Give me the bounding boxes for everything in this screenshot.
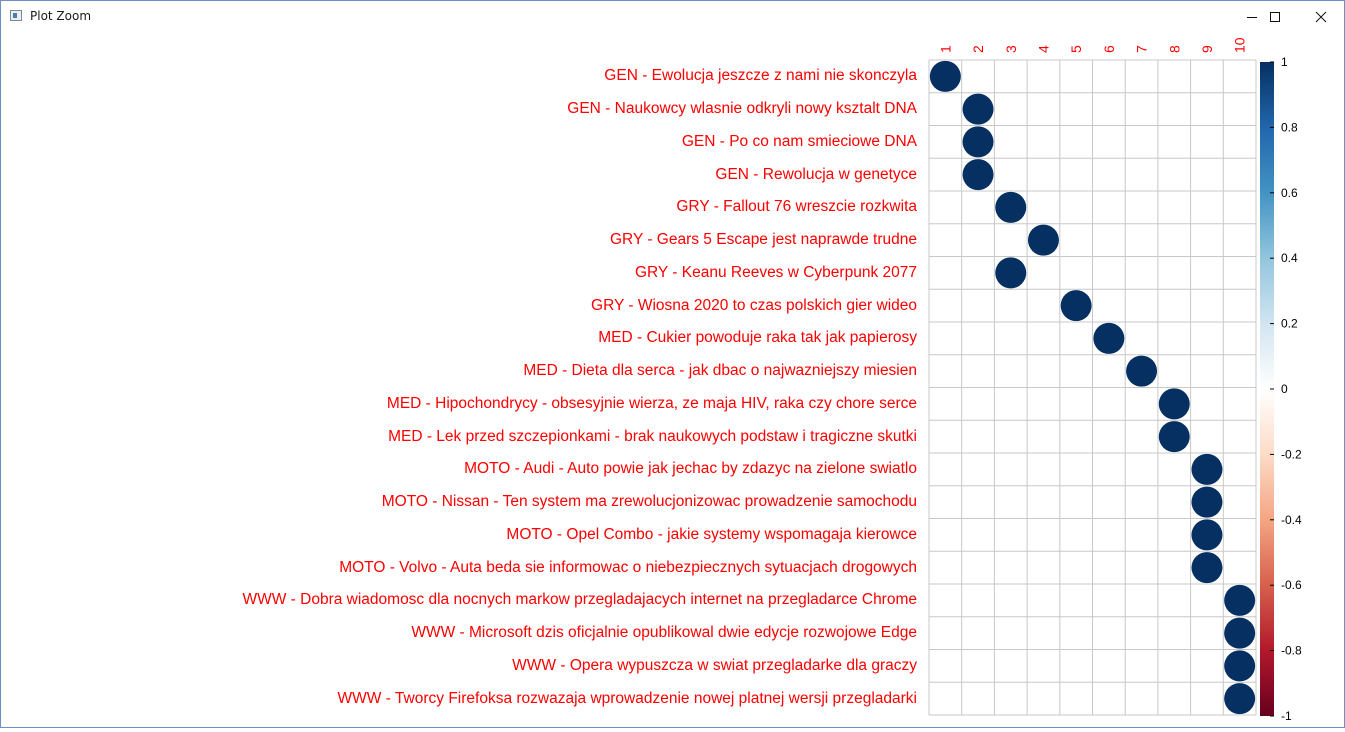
column-label: 4	[1035, 45, 1051, 53]
close-button[interactable]	[1298, 1, 1344, 32]
row-label: MED - Lek przed szczepionkami - brak nau…	[388, 427, 917, 445]
correlation-point	[962, 159, 994, 191]
correlation-point	[1224, 650, 1256, 682]
colorbar-tick-label: -0.4	[1281, 513, 1302, 527]
row-label: GEN - Rewolucja w genetyce	[715, 165, 917, 183]
row-label: WWW - Opera wypuszcza w swiat przegladar…	[512, 656, 917, 674]
correlation-point	[962, 126, 994, 158]
correlation-point	[1158, 421, 1190, 453]
column-label: 5	[1068, 45, 1084, 53]
correlation-point	[1191, 486, 1223, 518]
colorbar: 1 0.8 0.6 0.4 0.2 0 -0.2 -0.4 -0.6 -0.8 -1	[1260, 55, 1302, 723]
correlation-point	[1126, 355, 1158, 387]
correlation-chart: 1 2 3 4 5 6 7 8 9 10 1 0.8 0.6 0.4 0.2 0 -0.2 -0.4 -0.6 -0…	[928, 37, 1302, 723]
row-label: GEN - Ewolucja jeszcze z nami nie skoncz…	[604, 67, 917, 85]
correlation-point	[1093, 322, 1125, 354]
column-label: 1	[937, 45, 953, 53]
row-label: GRY - Fallout 76 wreszcie rozkwita	[676, 198, 917, 216]
correlation-point	[1224, 584, 1256, 616]
points	[929, 60, 1256, 715]
column-label: 10	[1232, 37, 1248, 53]
colorbar-tick-label: -0.2	[1281, 447, 1302, 461]
row-label: MED - Dieta dla serca - jak dbac o najwa…	[523, 362, 917, 380]
correlation-point	[1191, 453, 1223, 485]
row-label: MOTO - Volvo - Auta beda sie informowac …	[339, 558, 917, 576]
maximize-icon	[1270, 11, 1280, 22]
correlation-point	[962, 93, 994, 125]
row-label: GRY - Keanu Reeves w Cyberpunk 2077	[634, 263, 917, 281]
column-label: 9	[1199, 45, 1215, 53]
column-label: 3	[1003, 45, 1019, 53]
correlation-point	[1191, 552, 1223, 584]
colorbar-tick-label: 0	[1281, 382, 1288, 396]
column-labels: 1 2 3 4 5 6 7 8 9 10	[937, 37, 1247, 53]
close-icon	[1315, 11, 1327, 22]
maximize-button[interactable]	[1252, 1, 1298, 32]
app-icon	[10, 10, 22, 21]
row-label: GRY - Wiosna 2020 to czas polskich gier …	[591, 296, 917, 314]
row-label: WWW - Microsoft dzis oficjalnie opubliko…	[411, 624, 917, 642]
correlation-point	[995, 191, 1027, 223]
row-label: GEN - Naukowcy wlasnie odkryli nowy kszt…	[567, 100, 917, 118]
minimize-icon	[1247, 16, 1257, 18]
correlation-point	[1060, 290, 1092, 322]
column-label: 8	[1166, 45, 1182, 53]
colorbar-tick-label: 0.6	[1281, 186, 1298, 200]
row-label: MOTO - Opel Combo - jakie systemy wspoma…	[506, 525, 917, 543]
title-bar[interactable]: Plot Zoom	[1, 1, 1344, 32]
window-title: Plot Zoom	[30, 9, 92, 23]
colorbar-gradient	[1260, 62, 1274, 716]
row-label: MOTO - Audi - Auto powie jak jechac by z…	[464, 460, 917, 478]
correlation-plot: GEN - Ewolucja jeszcze z nami nie skoncz…	[1, 32, 1344, 732]
row-label: GRY - Gears 5 Escape jest naprawde trudn…	[609, 231, 917, 249]
minimize-button[interactable]	[1229, 1, 1275, 32]
column-label: 7	[1134, 45, 1150, 53]
colorbar-tick-label: 0.2	[1281, 317, 1298, 331]
row-label: MED - Cukier powoduje raka tak jak papie…	[598, 329, 917, 347]
colorbar-tick-label: 1	[1281, 55, 1288, 69]
correlation-point	[1158, 388, 1190, 420]
column-label: 2	[970, 45, 986, 53]
row-label: WWW - Tworcy Firefoksa rozwazaja wprowad…	[337, 689, 917, 707]
colorbar-tick-label: 0.8	[1281, 120, 1298, 134]
correlation-point	[1191, 519, 1223, 551]
row-label: MED - Hipochondrycy - obsesyjnie wierza,…	[386, 394, 917, 412]
correlation-point	[1027, 224, 1059, 256]
row-label: WWW - Dobra wiadomosc dla nocnych markow…	[242, 591, 917, 609]
grid	[928, 59, 1257, 716]
colorbar-tick-label: 0.4	[1281, 251, 1298, 265]
row-label: MOTO - Nissan - Ten system ma zrewolucjo…	[381, 493, 917, 511]
row-label: GEN - Po co nam smieciowe DNA	[681, 132, 917, 150]
colorbar-tick-label: -0.6	[1281, 578, 1302, 592]
correlation-point	[929, 60, 961, 92]
column-label: 6	[1101, 45, 1117, 53]
correlation-point	[1224, 617, 1256, 649]
colorbar-tick-label: -0.8	[1281, 644, 1302, 658]
correlation-point	[1224, 683, 1256, 715]
colorbar-tick-label: -1	[1281, 709, 1292, 723]
correlation-point	[995, 257, 1027, 289]
